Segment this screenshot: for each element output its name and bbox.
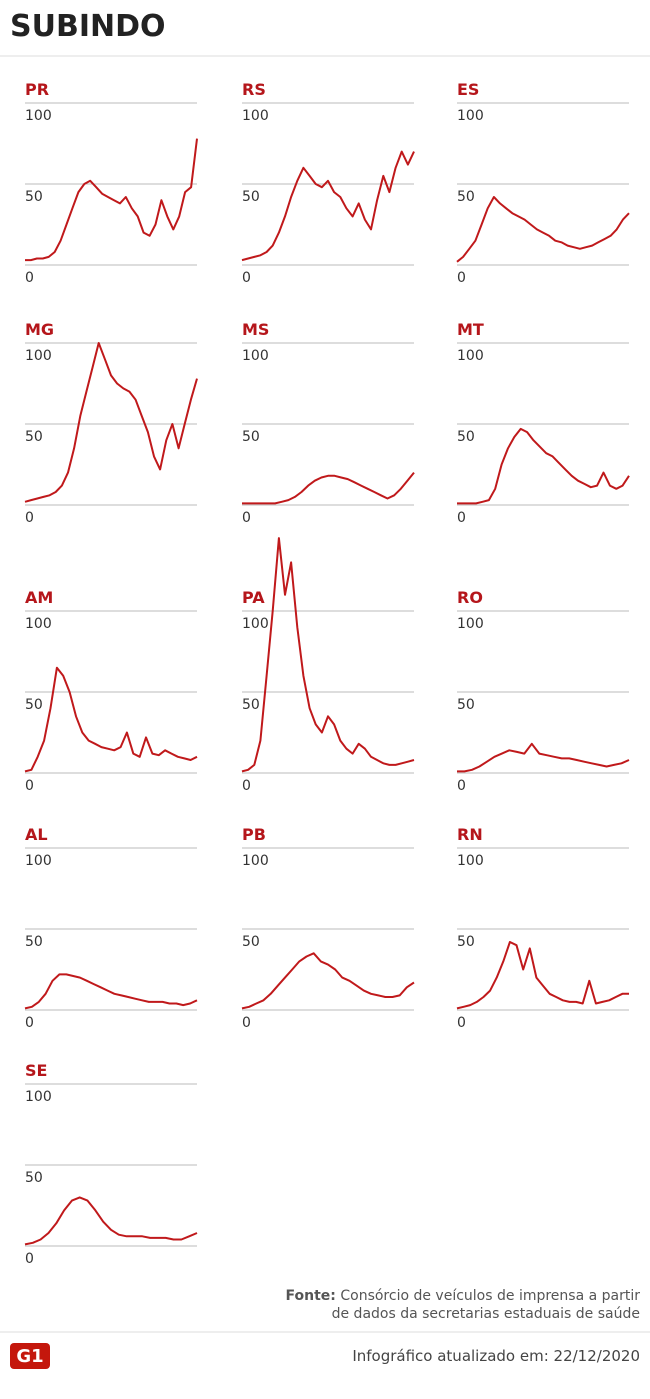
page-title: SUBINDO (10, 9, 166, 44)
source-label: Fonte: (286, 1288, 336, 1304)
series-line (456, 196, 630, 263)
y-tick-label: 0 (25, 1015, 34, 1031)
y-tick-label: 100 (242, 853, 269, 869)
y-tick-label: 50 (25, 934, 43, 950)
y-tick-label: 50 (457, 934, 475, 950)
y-tick-label: 0 (25, 778, 34, 794)
y-tick-label: 50 (25, 189, 43, 205)
chart-title: SE (25, 1061, 47, 1080)
chart-title: PA (242, 588, 265, 607)
y-tick-label: 0 (25, 1251, 34, 1267)
y-tick-label: 50 (457, 189, 475, 205)
chart-title: PR (25, 80, 49, 99)
y-tick-label: 0 (457, 1015, 466, 1031)
chart-title: RN (457, 825, 483, 844)
chart-title: MT (457, 320, 484, 339)
chart-title: AM (25, 588, 53, 607)
y-tick-label: 100 (457, 108, 484, 124)
y-tick-label: 100 (242, 616, 269, 632)
y-tick-label: 50 (457, 697, 475, 713)
y-tick-label: 0 (457, 778, 466, 794)
series-line (25, 138, 198, 262)
y-tick-label: 0 (457, 270, 466, 286)
series-line (24, 342, 198, 503)
y-tick-label: 50 (242, 429, 260, 445)
y-tick-label: 100 (242, 108, 269, 124)
y-tick-label: 100 (25, 853, 52, 869)
source-line: Consórcio de veículos de imprensa a part… (340, 1288, 640, 1304)
y-tick-label: 0 (242, 510, 251, 526)
y-tick-label: 0 (25, 270, 34, 286)
y-tick-label: 0 (25, 510, 34, 526)
y-tick-label: 50 (25, 697, 43, 713)
series-line (457, 742, 630, 773)
y-tick-label: 50 (25, 429, 43, 445)
chart-title: MS (242, 320, 269, 339)
series-line (241, 150, 415, 262)
y-tick-label: 50 (457, 429, 475, 445)
logo: G1 (16, 1346, 43, 1367)
y-tick-label: 50 (242, 697, 260, 713)
series-line (457, 427, 630, 505)
chart-title: MG (25, 320, 54, 339)
source: Fonte: Consórcio de veículos de imprensa… (286, 1288, 641, 1304)
y-tick-label: 100 (25, 108, 52, 124)
chart-title: PB (242, 825, 266, 844)
series-line (456, 941, 629, 1010)
y-tick-label: 100 (457, 616, 484, 632)
series-line (242, 471, 415, 505)
series-line (241, 537, 415, 773)
chart-title: RS (242, 80, 266, 99)
y-tick-label: 0 (242, 778, 251, 794)
y-tick-label: 100 (457, 348, 484, 364)
y-tick-label: 100 (25, 348, 52, 364)
chart-title: AL (25, 825, 48, 844)
source-line: de dados da secretarias estaduais de saú… (332, 1306, 640, 1322)
series-line (24, 666, 198, 773)
y-tick-label: 50 (242, 934, 260, 950)
series-line (241, 952, 415, 1010)
y-tick-label: 100 (457, 853, 484, 869)
y-tick-label: 0 (457, 510, 466, 526)
chart-title: ES (457, 80, 479, 99)
y-tick-label: 100 (242, 348, 269, 364)
y-tick-label: 100 (25, 1089, 52, 1105)
updated: Infográfico atualizado em: 22/12/2020 (352, 1347, 640, 1365)
y-tick-label: 50 (25, 1170, 43, 1186)
y-tick-label: 100 (25, 616, 52, 632)
series-line (24, 1196, 198, 1246)
y-tick-label: 50 (242, 189, 260, 205)
y-tick-label: 0 (242, 1015, 251, 1031)
y-tick-label: 0 (242, 270, 251, 286)
series-line (24, 973, 198, 1010)
logo-box (10, 1343, 50, 1369)
chart-title: RO (457, 588, 483, 607)
